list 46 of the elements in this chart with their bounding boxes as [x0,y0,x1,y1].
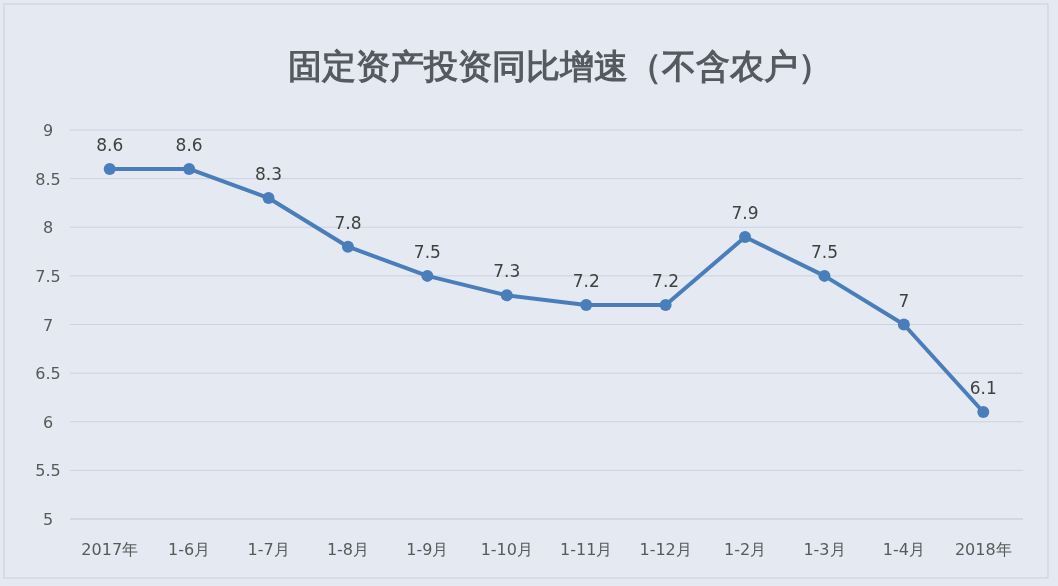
x-tick-label: 1-7月 [247,540,290,559]
data-label: 7.2 [572,271,600,292]
x-tick-label: 1-3月 [803,540,846,559]
x-tick-label: 1-6月 [168,540,211,559]
data-label: 7.2 [652,271,680,292]
x-tick-label: 1-11月 [560,540,613,559]
point [818,269,831,282]
point [977,406,990,419]
x-tick-label: 1-10月 [480,540,533,559]
x-tick-label: 1-12月 [639,540,692,559]
data-label: 7 [898,290,910,311]
data-label: 7.5 [413,241,441,262]
data-label: 6.1 [969,378,997,399]
data-label: 8.3 [255,164,283,185]
x-tick-label: 2017年 [81,540,139,559]
chart-title: 固定资产投资同比增速（不含农户） [288,46,832,86]
y-tick-label: 7 [42,315,54,335]
y-tick-label: 8.5 [35,169,61,189]
y-tick-label: 8 [42,218,54,238]
y-tick-label: 6.5 [35,364,61,384]
data-label: 7.9 [731,202,759,223]
point [580,299,593,312]
data-label: 7.5 [810,241,838,262]
point [659,299,672,312]
y-tick-label: 5 [42,510,54,529]
x-tick-label: 1-2月 [723,540,767,559]
data-label: 7.3 [493,261,521,282]
point [897,318,910,331]
point [341,240,354,253]
x-tick-label: 1-4月 [882,540,925,559]
data-label: 7.8 [334,212,362,233]
x-tick-label: 1-9月 [406,540,449,559]
y-tick-label: 6 [42,412,54,432]
x-tick-label: 1-8月 [326,540,370,559]
point [421,269,434,282]
y-tick-label: 7.5 [35,266,61,286]
data-label: 8.6 [175,134,203,155]
y-tick-label: 5.5 [35,461,61,481]
point [739,230,752,243]
point [103,162,116,175]
x-tick-label: 2018年 [954,540,1012,559]
point [500,289,513,302]
point [262,192,275,205]
data-label: 8.6 [96,134,124,155]
y-tick-label: 9 [42,121,54,140]
point [183,162,196,175]
